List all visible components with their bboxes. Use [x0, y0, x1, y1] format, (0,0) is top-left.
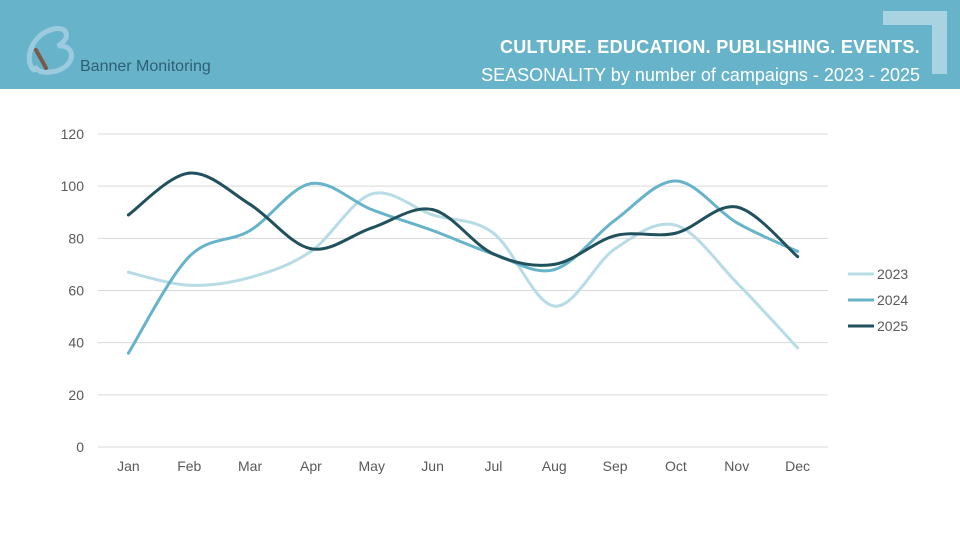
data-point-2023: [613, 247, 617, 251]
data-point-2024: [370, 208, 374, 212]
header-title: CULTURE. EDUCATION. PUBLISHING. EVENTS.: [499, 37, 920, 57]
x-tick-label: Feb: [177, 458, 201, 474]
data-point-2023: [735, 281, 739, 285]
x-tick-label: Dec: [785, 458, 810, 474]
y-tick-label: 40: [68, 335, 84, 351]
x-tick-label: Jan: [117, 458, 140, 474]
data-point-2024: [552, 268, 556, 272]
data-point-2025: [187, 171, 191, 175]
data-point-2024: [674, 179, 678, 183]
data-point-2025: [552, 262, 556, 266]
corner-bracket-decoration: [883, 11, 947, 74]
x-tick-label: Sep: [603, 458, 628, 474]
data-point-2023: [431, 213, 435, 217]
series-line-2023: [126, 191, 800, 350]
data-point-2023: [248, 275, 252, 279]
data-point-2023: [370, 192, 374, 196]
x-tick-label: Aug: [542, 458, 567, 474]
x-tick-label: Jun: [421, 458, 444, 474]
x-tick-label: Oct: [665, 458, 687, 474]
data-point-2024: [309, 182, 313, 186]
data-point-2023: [796, 346, 800, 350]
data-point-2025: [796, 255, 800, 259]
series-line-2024: [126, 179, 800, 355]
x-tick-label: Apr: [300, 458, 322, 474]
x-tick-label: May: [359, 458, 385, 474]
data-point-2025: [309, 247, 313, 251]
data-point-2025: [126, 213, 130, 217]
y-tick-label: 0: [76, 439, 84, 455]
data-point-2023: [491, 231, 495, 235]
legend-label: 2023: [877, 266, 908, 282]
x-tick-label: Mar: [238, 458, 262, 474]
data-point-2024: [187, 255, 191, 259]
data-point-2025: [735, 205, 739, 209]
data-point-2025: [370, 226, 374, 230]
header-banner: Banner Monitoring CULTURE. EDUCATION. PU…: [0, 0, 960, 89]
x-tick-label: Nov: [724, 458, 749, 474]
header-subtitle: SEASONALITY by number of campaigns - 202…: [481, 65, 920, 85]
data-point-2023: [187, 283, 191, 287]
data-point-2023: [126, 270, 130, 274]
series-line-2025: [126, 171, 800, 267]
legend-label: 2024: [877, 292, 908, 308]
brand-name: Banner Monitoring: [80, 58, 211, 75]
y-tick-label: 100: [61, 178, 85, 194]
y-tick-label: 20: [68, 387, 84, 403]
y-tick-label: 80: [68, 230, 84, 246]
data-point-2024: [796, 249, 800, 253]
data-point-2025: [491, 252, 495, 256]
logo-icon: [26, 26, 74, 75]
data-point-2024: [735, 221, 739, 225]
data-point-2025: [674, 231, 678, 235]
data-point-2024: [248, 229, 252, 233]
data-point-2025: [248, 202, 252, 206]
data-point-2024: [431, 229, 435, 233]
data-point-2023: [674, 223, 678, 227]
x-tick-label: Jul: [484, 458, 502, 474]
data-point-2025: [431, 208, 435, 212]
y-tick-label: 60: [68, 283, 84, 299]
data-point-2024: [126, 351, 130, 355]
data-point-2023: [552, 304, 556, 308]
legend-label: 2025: [877, 318, 908, 334]
data-point-2025: [613, 234, 617, 238]
data-point-2024: [613, 218, 617, 222]
data-point-2023: [309, 249, 313, 253]
y-tick-label: 120: [61, 126, 85, 142]
